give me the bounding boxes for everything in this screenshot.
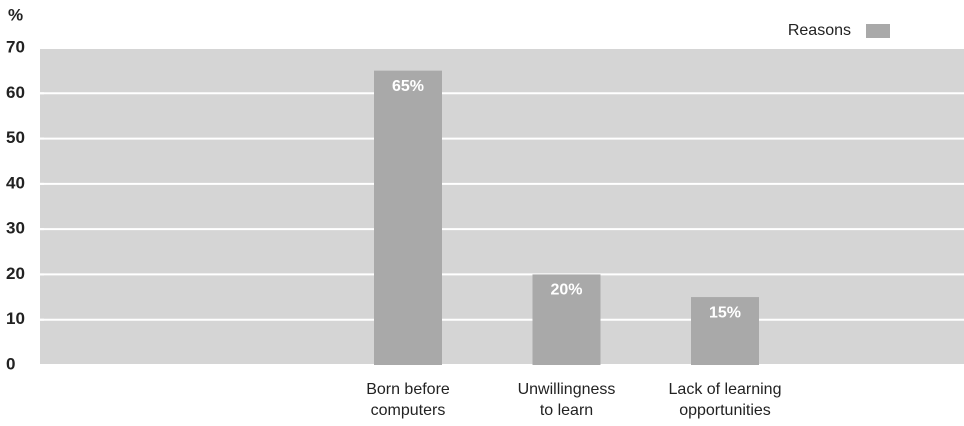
- y-tick-label: 70: [6, 37, 25, 56]
- legend-label: Reasons: [788, 22, 851, 39]
- y-tick-label: 60: [6, 83, 25, 102]
- bar: [691, 297, 759, 365]
- x-tick-label: Lack of learning opportunities: [668, 381, 782, 419]
- data-label: 20%: [550, 282, 582, 299]
- y-tick-label: 20: [6, 264, 25, 283]
- y-tick-label: 50: [6, 128, 25, 147]
- bar: [374, 70, 442, 366]
- plot-area: [40, 48, 964, 365]
- y-tick-label: 30: [6, 219, 25, 238]
- x-tick-label: Unwillingness to learn: [517, 381, 616, 419]
- y-tick-label: 40: [6, 173, 25, 192]
- legend-swatch: [866, 24, 890, 38]
- x-tick-label: Born before computers: [366, 381, 450, 419]
- y-tick-label: 10: [6, 309, 25, 328]
- y-axis-label: %: [8, 5, 23, 24]
- bar: [532, 274, 601, 365]
- data-label: 15%: [709, 304, 741, 321]
- y-tick-label: 0: [6, 354, 15, 373]
- data-label: 65%: [392, 78, 424, 95]
